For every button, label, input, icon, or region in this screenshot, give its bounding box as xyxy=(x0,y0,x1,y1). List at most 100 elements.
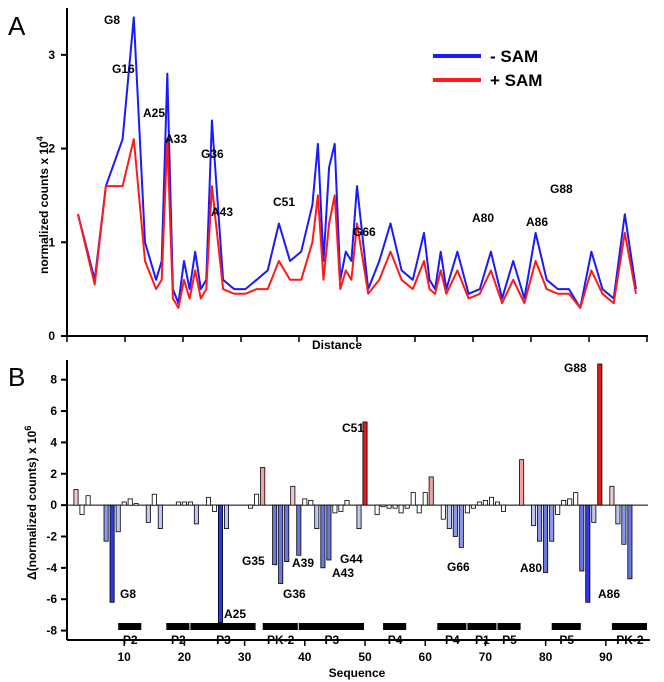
structure-element-bar xyxy=(611,623,647,630)
delta-bar xyxy=(404,504,410,509)
delta-bar xyxy=(591,504,597,523)
delta-bar xyxy=(561,499,567,506)
delta-bar xyxy=(386,504,392,509)
b-y-tick-label: 4 xyxy=(50,435,57,449)
delta-bar xyxy=(73,489,79,506)
b-x-tick-label: 30 xyxy=(238,650,252,664)
delta-bar xyxy=(302,498,308,506)
delta-bar xyxy=(410,492,416,506)
delta-bar xyxy=(573,492,579,506)
delta-bar xyxy=(175,501,181,506)
delta-bar xyxy=(187,501,193,506)
delta-bar xyxy=(440,504,446,520)
b-y-tick-label: 0 xyxy=(50,498,57,512)
delta-bar xyxy=(356,504,362,530)
delta-bar xyxy=(109,504,115,603)
panel-b-annotations: C51 G88 G8 A25 G35 G36 A39 A43 G44 G66 A… xyxy=(120,361,620,621)
delta-bar xyxy=(127,498,133,506)
bar-label-g8: G8 xyxy=(120,587,136,601)
structure-element-bar xyxy=(166,623,190,630)
delta-bar xyxy=(181,501,187,506)
structure-element-bar xyxy=(298,623,364,630)
structure-element-bar xyxy=(437,623,467,630)
delta-bar xyxy=(133,503,139,506)
delta-bar xyxy=(579,504,585,572)
delta-bar xyxy=(284,504,290,563)
b-x-tick-label: 80 xyxy=(539,650,553,664)
delta-bar xyxy=(621,504,627,545)
structure-element-label: P3 xyxy=(216,633,231,647)
structure-element-bar xyxy=(118,623,142,630)
delta-bar xyxy=(470,504,476,509)
peak-label-a80: A80 xyxy=(472,211,494,225)
bar-label-a25: A25 xyxy=(224,607,246,621)
structure-element-label: P5 xyxy=(502,633,517,647)
b-x-tick-label: 60 xyxy=(419,650,433,664)
delta-bar xyxy=(464,504,470,514)
delta-bar xyxy=(290,485,296,506)
delta-bar xyxy=(446,504,452,530)
legend-label-minus-sam: - SAM xyxy=(490,47,538,66)
b-y-tick-label: 6 xyxy=(50,404,57,418)
delta-bar xyxy=(320,504,326,569)
delta-bar xyxy=(482,499,488,506)
delta-bar xyxy=(500,504,506,512)
delta-bar xyxy=(103,504,109,542)
delta-bar xyxy=(79,504,85,515)
peak-label-g16: G16 xyxy=(112,62,135,76)
b-x-tick-label: 10 xyxy=(118,650,132,664)
structure-element-label: P1 xyxy=(475,633,490,647)
delta-bar xyxy=(145,504,151,523)
structure-element-label: P2 xyxy=(171,633,186,647)
structure-element-bar xyxy=(551,623,581,630)
delta-bar xyxy=(85,495,91,506)
panel-a-peak-labels: G8 G16 A25 A33 G36 A43 C51 G66 A80 A86 G… xyxy=(104,13,573,239)
delta-bar xyxy=(217,504,223,624)
bar-label-g44: G44 xyxy=(340,552,363,566)
delta-bar xyxy=(428,476,434,506)
delta-bar xyxy=(326,504,332,561)
delta-bar xyxy=(458,504,464,548)
b-x-tick-label: 50 xyxy=(358,650,372,664)
delta-bar xyxy=(476,501,482,506)
structure-element-label: PK-2 xyxy=(616,633,644,647)
peak-label-g66: G66 xyxy=(353,225,376,239)
peak-label-g88: G88 xyxy=(550,182,573,196)
structure-element-label: PK-2 xyxy=(267,633,295,647)
a-y-tick-label: 0 xyxy=(48,329,55,343)
panel-b-x-label: Sequence xyxy=(329,666,386,680)
structure-element-bar xyxy=(497,623,521,630)
delta-bar xyxy=(344,499,350,506)
delta-bar xyxy=(254,493,260,506)
peak-label-a33: A33 xyxy=(165,132,187,146)
delta-bar xyxy=(392,504,398,509)
a-y-tick-label: 3 xyxy=(48,48,55,62)
b-y-tick-label: 8 xyxy=(50,373,57,387)
delta-bar xyxy=(615,504,621,525)
structure-element-label: P5 xyxy=(559,633,574,647)
delta-bar xyxy=(374,504,380,515)
delta-bar xyxy=(416,504,422,514)
delta-bar xyxy=(549,504,555,542)
structure-element-label: P4 xyxy=(445,633,460,647)
delta-bar xyxy=(115,504,121,533)
delta-bar xyxy=(308,499,314,506)
panel-a-series xyxy=(77,16,637,309)
bar-label-g36: G36 xyxy=(283,587,306,601)
delta-bar xyxy=(555,504,561,515)
delta-bar xyxy=(362,421,368,506)
delta-bar xyxy=(338,504,344,512)
delta-bar xyxy=(452,504,458,537)
delta-bar xyxy=(278,504,284,584)
delta-bar xyxy=(494,501,500,506)
peak-label-g8: G8 xyxy=(104,13,120,27)
b-y-tick-label: 2 xyxy=(50,467,57,481)
delta-bar xyxy=(223,504,229,530)
delta-bar xyxy=(260,467,266,506)
delta-bar xyxy=(211,504,217,512)
panel-a-label: A xyxy=(8,11,26,41)
delta-bar xyxy=(567,498,573,506)
b-y-tick-label: -6 xyxy=(46,592,57,606)
delta-bar xyxy=(380,504,386,508)
